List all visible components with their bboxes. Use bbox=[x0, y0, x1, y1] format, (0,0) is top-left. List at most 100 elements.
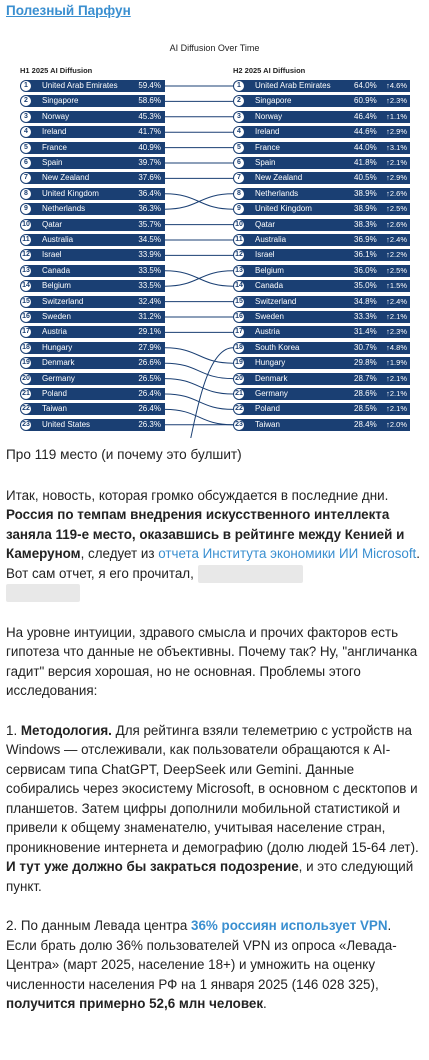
diffusion-value: 36.3% bbox=[138, 204, 161, 214]
diffusion-value: 58.6% bbox=[138, 96, 161, 106]
left-table-row: 22 Taiwan 26.4% bbox=[20, 403, 165, 416]
rank-badge: 5 bbox=[21, 142, 31, 153]
country-name: South Korea bbox=[255, 342, 300, 352]
country-name: Hungary bbox=[255, 358, 286, 368]
left-table-row: 11 Australia 34.5% bbox=[20, 234, 165, 246]
country-name: Australia bbox=[255, 235, 287, 244]
paragraph-3: 1. Методология. Для рейтинга взяли телем… bbox=[6, 722, 419, 894]
left-table-row: 16 Sweden 31.2% bbox=[20, 311, 165, 323]
rank-badge: 6 bbox=[21, 158, 31, 168]
diffusion-value: 26.4% bbox=[138, 389, 161, 398]
country-name: Ireland bbox=[42, 127, 67, 137]
country-name: Canada bbox=[42, 265, 71, 275]
rank-badge: 9 bbox=[234, 204, 244, 215]
rank-connector bbox=[164, 362, 234, 380]
change-value: ↑2.1% bbox=[386, 312, 407, 321]
country-name: Belgium bbox=[255, 265, 284, 275]
rank-connector-lines bbox=[164, 85, 234, 438]
change-value: ↑2.9% bbox=[386, 127, 407, 137]
right-column-header: H2 2025 AI Diffusion bbox=[233, 66, 306, 75]
rank-badge: 8 bbox=[21, 188, 31, 199]
rank-badge: 22 bbox=[234, 404, 244, 415]
rank-badge: 17 bbox=[21, 327, 31, 338]
diffusion-value: 60.9% bbox=[354, 96, 377, 106]
country-name: Germany bbox=[255, 389, 288, 398]
diffusion-value: 35.0% bbox=[354, 281, 377, 291]
rank-badge: 11 bbox=[21, 235, 31, 245]
rank-badge: 7 bbox=[234, 173, 244, 184]
diffusion-value: 28.4% bbox=[354, 419, 377, 429]
country-name: Ireland bbox=[255, 127, 280, 137]
change-value: ↑2.1% bbox=[386, 158, 407, 167]
diffusion-value: 34.8% bbox=[354, 296, 377, 306]
right-table-row: 11 Australia 36.9% ↑2.4% bbox=[233, 234, 410, 246]
rank-badge: 4 bbox=[21, 127, 31, 138]
change-value: ↑2.0% bbox=[386, 419, 407, 429]
change-value: ↑2.1% bbox=[386, 404, 407, 414]
country-name: New Zealand bbox=[255, 173, 303, 183]
diffusion-value: 36.0% bbox=[354, 265, 377, 275]
change-value: ↑2.3% bbox=[386, 327, 407, 337]
diffusion-value: 33.9% bbox=[138, 250, 161, 260]
left-table-row: 8 United Kingdom 36.4% bbox=[20, 187, 165, 200]
left-table-row: 2 Singapore 58.6% bbox=[20, 95, 165, 108]
diffusion-value: 41.7% bbox=[138, 127, 161, 137]
rank-badge: 8 bbox=[234, 188, 244, 199]
change-value: ↑4.8% bbox=[386, 342, 407, 352]
rank-badge: 6 bbox=[234, 158, 244, 168]
diffusion-value: 38.3% bbox=[354, 219, 377, 229]
country-name: New Zealand bbox=[42, 173, 90, 183]
diffusion-value: 32.4% bbox=[138, 296, 161, 306]
right-table-row: 6 Spain 41.8% ↑2.1% bbox=[233, 157, 410, 169]
rank-badge: 10 bbox=[234, 219, 244, 230]
change-value: ↑3.1% bbox=[386, 142, 407, 152]
rank-badge: 17 bbox=[234, 327, 244, 338]
right-table-row: 17 Austria 31.4% ↑2.3% bbox=[233, 326, 410, 339]
diffusion-value: 45.3% bbox=[138, 111, 161, 121]
country-name: Taiwan bbox=[42, 404, 67, 414]
rank-badge: 12 bbox=[234, 250, 244, 261]
left-table-row: 10 Qatar 35.7% bbox=[20, 218, 165, 231]
rank-badge: 23 bbox=[21, 419, 31, 430]
diffusion-value: 64.0% bbox=[354, 81, 377, 90]
hidden-spoiler[interactable] bbox=[6, 584, 80, 603]
diffusion-value: 38.9% bbox=[354, 188, 377, 198]
country-name: United Kingdom bbox=[255, 204, 312, 214]
diffusion-value: 31.4% bbox=[354, 327, 377, 337]
post-text: Про 119 место (и почему это булшит) Итак… bbox=[6, 445, 424, 1034]
left-table-row: 12 Israel 33.9% bbox=[20, 249, 165, 262]
diffusion-value: 37.6% bbox=[138, 173, 161, 183]
rank-badge: 14 bbox=[21, 281, 31, 292]
left-table-row: 3 Norway 45.3% bbox=[20, 110, 165, 123]
vpn-link[interactable]: 36% россиян использует VPN bbox=[191, 918, 388, 933]
right-table-row: 12 Israel 36.1% ↑2.2% bbox=[233, 249, 410, 262]
rank-connector bbox=[164, 193, 234, 210]
rank-badge: 9 bbox=[21, 204, 31, 215]
rank-badge: 10 bbox=[21, 219, 31, 230]
diffusion-value: 33.3% bbox=[354, 312, 377, 321]
left-table-row: 14 Belgium 33.5% bbox=[20, 280, 165, 293]
paragraph-2: На уровне интуиции, здравого смысла и пр… bbox=[6, 624, 418, 699]
left-table-row: 4 Ireland 41.7% bbox=[20, 126, 165, 139]
diffusion-value: 26.3% bbox=[138, 419, 161, 429]
rank-connector bbox=[190, 347, 234, 438]
right-table-row: 22 Poland 28.5% ↑2.1% bbox=[233, 403, 410, 416]
country-name: Qatar bbox=[42, 219, 63, 229]
channel-name-link[interactable]: Полезный Парфун bbox=[6, 3, 131, 18]
left-table-row: 6 Spain 39.7% bbox=[20, 157, 165, 169]
rank-connector bbox=[164, 270, 234, 287]
change-value: ↑2.6% bbox=[386, 219, 407, 229]
left-table-row: 9 Netherlands 36.3% bbox=[20, 203, 165, 216]
right-table-row: 2 Singapore 60.9% ↑2.3% bbox=[233, 95, 410, 108]
left-table-row: 7 New Zealand 37.6% bbox=[20, 172, 165, 185]
country-name: United Arab Emirates bbox=[42, 81, 118, 90]
right-table-row: 15 Switzerland 34.8% ↑2.4% bbox=[233, 295, 410, 308]
change-value: ↑1.9% bbox=[386, 358, 407, 368]
rank-badge: 3 bbox=[234, 111, 244, 122]
rank-badge: 13 bbox=[21, 265, 31, 276]
country-name: Singapore bbox=[42, 96, 79, 106]
country-name: Belgium bbox=[42, 281, 71, 291]
hidden-spoiler[interactable] bbox=[197, 564, 303, 583]
report-link[interactable]: отчета Института экономики ИИ Microsoft bbox=[158, 546, 417, 561]
rank-badge: 5 bbox=[234, 142, 244, 153]
